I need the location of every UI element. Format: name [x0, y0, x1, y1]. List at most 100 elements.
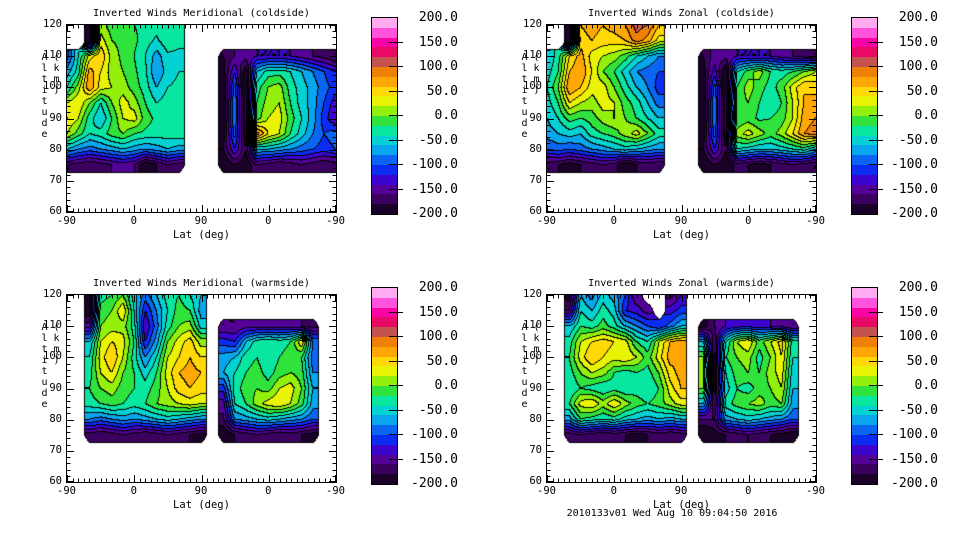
colorbar-tick — [389, 90, 403, 92]
y-tick-label: 90 — [529, 381, 542, 394]
colorbar-band — [852, 327, 877, 337]
colorbar-label: 150.0 — [418, 34, 458, 50]
colorbar-label: -50.0 — [898, 132, 938, 148]
y-tick-label: 60 — [529, 205, 542, 217]
colorbar-band — [852, 366, 877, 377]
colorbar-band — [372, 474, 397, 484]
plot-area — [66, 294, 337, 483]
colorbar-band — [852, 115, 877, 126]
colorbar-tick — [869, 164, 883, 165]
plot-timestamp: 2010133v01 Wed Aug 10 09:04:50 2016 — [566, 508, 778, 519]
colorbar-band — [852, 415, 877, 426]
colorbar-band — [852, 317, 877, 328]
colorbar-band — [372, 307, 397, 318]
colorbar-band — [852, 164, 877, 175]
colorbar-label: -200.0 — [891, 206, 938, 221]
colorbar-band — [852, 444, 877, 455]
y-tick-label: 120 — [43, 18, 62, 30]
colorbar-band — [372, 194, 397, 205]
plot-title: Inverted Winds Meridional (coldside) — [93, 8, 310, 19]
colorbar-band — [852, 135, 877, 146]
colorbar-band — [852, 184, 877, 195]
colorbar-tick — [869, 336, 883, 337]
y-tick-label: 90 — [49, 111, 62, 124]
colorbar-band — [852, 288, 877, 298]
x-tick-label: 0 — [610, 215, 617, 227]
colorbar-band — [372, 317, 397, 328]
colorbar-tick — [389, 409, 403, 411]
y-tick-label: 70 — [49, 173, 62, 186]
y-tick-label: 70 — [49, 443, 62, 456]
colorbar-band — [852, 307, 877, 318]
colorbar-band — [372, 47, 397, 58]
colorbar-band — [852, 125, 877, 136]
colorbar-band — [372, 346, 397, 357]
colorbar-band — [852, 66, 877, 77]
colorbar-tick — [389, 458, 403, 460]
colorbar-tick — [869, 360, 883, 362]
colorbar-band — [372, 57, 397, 67]
y-tick-label: 60 — [49, 205, 62, 217]
colorbar-band — [372, 27, 397, 38]
colorbar-tick — [869, 311, 883, 313]
y-tick-label: 90 — [529, 111, 542, 124]
colorbar — [371, 287, 398, 485]
colorbar-label: 0.0 — [914, 378, 938, 393]
colorbar-tick — [869, 90, 883, 92]
contour-plot-canvas — [547, 25, 816, 212]
colorbar-band — [852, 106, 877, 116]
y-tick-label: 120 — [43, 288, 62, 300]
colorbar-label: 200.0 — [418, 280, 458, 295]
y-tick-label: 80 — [49, 142, 62, 155]
colorbar-tick — [389, 115, 403, 116]
colorbar-band — [372, 395, 397, 406]
x-tick-label: 0 — [265, 215, 272, 227]
colorbar-tick — [869, 41, 883, 43]
colorbar-band — [852, 356, 877, 367]
x-tick-label: -90 — [57, 485, 76, 497]
colorbar-band — [852, 174, 877, 185]
colorbar-label: 0.0 — [914, 108, 938, 123]
y-axis-label: Altitude (km) — [39, 52, 62, 140]
axis-ticks-overlay — [67, 25, 336, 212]
colorbar-band — [852, 425, 877, 435]
plot-area — [546, 294, 817, 483]
colorbar-band — [372, 425, 397, 435]
colorbar-band — [852, 194, 877, 205]
x-tick-label: 90 — [674, 215, 688, 227]
x-tick-label: 90 — [194, 215, 208, 227]
colorbar-band — [372, 155, 397, 165]
colorbar-band — [372, 405, 397, 416]
colorbar-label: 150.0 — [418, 304, 458, 320]
x-axis-label: Lat (deg) — [653, 499, 710, 511]
panel-meridional-coldside: Inverted Winds Meridional (coldside) Alt… — [0, 0, 480, 270]
colorbar-band — [852, 76, 877, 87]
colorbar-band — [372, 376, 397, 386]
colorbar-label: 100.0 — [898, 329, 938, 344]
colorbar-label: -100.0 — [891, 427, 938, 442]
colorbar-band — [852, 297, 877, 308]
y-tick-label: 120 — [523, 288, 542, 300]
colorbar-band — [372, 366, 397, 377]
contour-plot-canvas — [67, 25, 336, 212]
colorbar-label: -50.0 — [418, 132, 458, 148]
x-tick-label: -90 — [806, 215, 825, 227]
colorbar-band — [852, 57, 877, 67]
colorbar-label: -150.0 — [411, 451, 458, 467]
y-tick-label: 80 — [49, 412, 62, 425]
colorbar-label: 0.0 — [434, 108, 458, 123]
colorbar-tick — [869, 385, 883, 386]
colorbar-band — [372, 336, 397, 347]
colorbar-label: -200.0 — [411, 206, 458, 221]
colorbar-band — [372, 125, 397, 136]
colorbar-tick — [869, 188, 883, 190]
plot-area — [66, 24, 337, 213]
x-tick-label: 90 — [674, 485, 688, 497]
colorbar-tick — [869, 409, 883, 411]
colorbar-band — [372, 76, 397, 87]
colorbar-label: 200.0 — [898, 10, 938, 25]
colorbar-tick — [389, 311, 403, 313]
colorbar-band — [372, 145, 397, 156]
colorbar-band — [852, 405, 877, 416]
colorbar-tick — [389, 41, 403, 43]
